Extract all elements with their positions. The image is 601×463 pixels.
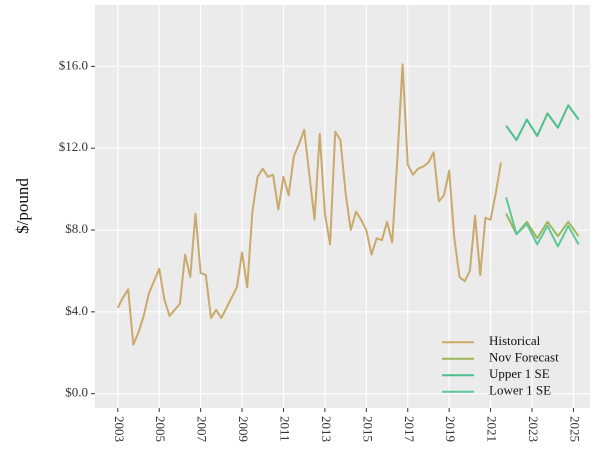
x-tick-label: 2021 [485,416,500,442]
legend-label: Historical [489,333,541,348]
line-series [116,63,502,346]
legend-label: Upper 1 SE [489,366,550,381]
y-tick-label: $16.0 [59,57,88,72]
x-tick-label: 2017 [402,416,417,443]
x-tick-label: 2023 [526,416,541,442]
y-axis-label: $/pound [13,178,32,234]
panel [95,5,590,408]
x-tick-label: 2003 [112,416,127,442]
y-tick-label: $4.0 [65,303,88,318]
legend-label: Nov Forecast [489,350,559,365]
y-tick-label: $8.0 [65,221,88,236]
legend-label: Lower 1 SE [489,383,551,398]
x-tick-label: 2011 [277,416,292,442]
x-tick-label: 2005 [153,416,168,442]
x-tick-label: 2015 [360,416,375,442]
x-tick-label: 2007 [195,416,210,443]
line-series [505,104,580,142]
x-tick-label: 2013 [319,416,334,442]
x-tick-label: 2025 [567,416,582,442]
y-tick-label: $12.0 [59,139,88,154]
x-tick-label: 2019 [443,416,458,442]
y-tick-label: $0.0 [65,385,88,400]
line-series [505,197,580,248]
x-tick-label: 2009 [236,416,251,442]
